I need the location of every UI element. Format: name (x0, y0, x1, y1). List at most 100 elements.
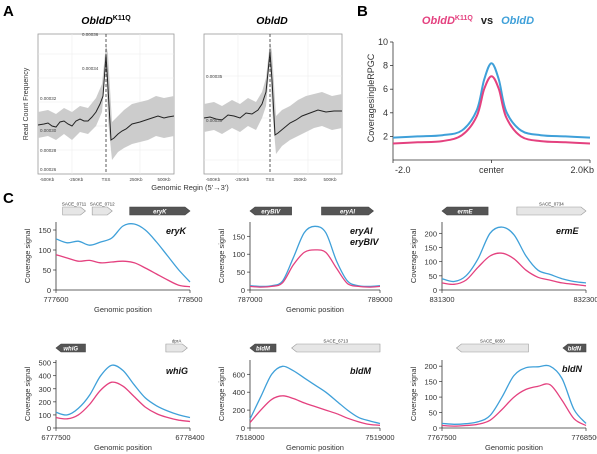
panel-a-plot1-ytick: 0.00028 (40, 148, 57, 153)
panel-c-ytick: 150 (424, 378, 437, 387)
gene-label-SACE_6713: SACE_6713 (323, 339, 348, 344)
panel-a-plot2-xtick: -250Kb (235, 177, 250, 182)
panel-c-ytick: 0 (241, 286, 245, 295)
panel-b-ytick: 10 (378, 37, 388, 47)
panel-c-ytick: 150 (232, 232, 245, 241)
panel-label-c: C (3, 190, 14, 207)
panel-c-xtick: 832300 (573, 295, 597, 304)
panel-a-plot1-xtick: TSS (102, 177, 111, 182)
gene-label-ermE: ermE (458, 210, 474, 216)
panel-a-plot1-ytick: 0.00036 (82, 32, 99, 37)
gene-label-eryK: eryK (153, 210, 167, 216)
panel-c-ytick: 50 (43, 266, 51, 275)
panel-c-xtick: 7768500 (571, 433, 597, 442)
panel-c: SACE_0711 SACE_0712 eryK 0 50 100 150 777600 778… (23, 202, 597, 453)
panel-c-ytick: 100 (38, 246, 51, 255)
panel-c-series-line-1 (249, 365, 381, 425)
gene-label-SACE_6850: SACE_6850 (480, 339, 505, 344)
panel-c-track-ermE: ermE SACE_0734 0 50 100 150 200 831300 832300 Cov… (409, 202, 597, 305)
panel-c-ytick: 150 (424, 244, 437, 253)
panel-c-ylabel: Coverage signal (23, 229, 32, 284)
panel-b: ObldDK11Q vs ObldD 2 4 6 8 10 -2.0 center 2.0Kb C… (366, 15, 594, 175)
panel-a-plot1-ytick: 0.00026 (40, 167, 57, 172)
panel-a-plot1-mean-line (38, 54, 174, 141)
panel-a-ylabel: Read Count Frequency (23, 67, 30, 140)
panel-c-ylabel: Coverage signal (409, 367, 418, 422)
panel-c-series-line-2 (55, 381, 191, 423)
gene-label-SACE_0711: SACE_0711 (62, 202, 87, 207)
gene-arrow-ermE (441, 206, 489, 216)
panel-c-ytick: 200 (424, 229, 437, 238)
panel-c-ytick: 300 (38, 385, 51, 394)
panel-c-series-line-2 (249, 249, 381, 288)
panel-c-track-whiG: whiG dprA 0 100 200 300 400 500 6777500 6778400 Co… (23, 339, 205, 453)
gene-arrow-dprA (165, 343, 188, 353)
panel-a-plot1-xtick: -250Kb (69, 177, 84, 182)
panel-c-series-line-1 (441, 364, 587, 425)
panel-c-series-line-1 (441, 226, 587, 284)
panel-c-ytick: 200 (424, 362, 437, 371)
panel-a-plot1-ytick: 0.00032 (40, 96, 57, 101)
panel-c-ytick: 0 (241, 424, 245, 433)
panel-c-track-label: bldN (562, 364, 582, 374)
panel-a-plot2-xtick: 500Kb (323, 177, 337, 182)
gene-label-SACE_0712: SACE_0712 (90, 202, 115, 207)
panel-a-plot1-ytick: 0.00034 (82, 66, 99, 71)
panel-b-ylabel: CoveragesingleRPGC (366, 53, 376, 142)
panel-c-xtick: 6777500 (41, 433, 70, 442)
gene-arrow-eryK (129, 206, 191, 216)
panel-a-plot2-xtick: -500Kb (206, 177, 221, 182)
panel-c-xtick: 6778400 (175, 433, 204, 442)
gene-arrow-SACE_0734 (516, 206, 587, 216)
gene-arrow-eryBIV (249, 206, 292, 216)
panel-c-xlabel: Genomic position (94, 305, 152, 314)
gene-arrow-SACE_6713 (291, 343, 381, 353)
panel-a-plot1-ci-band (38, 44, 174, 160)
panel-label-b: B (357, 3, 368, 20)
panel-c-xtick: 831300 (429, 295, 454, 304)
panel-c-ylabel: Coverage signal (23, 367, 32, 422)
panel-c-xtick: 7518000 (235, 433, 264, 442)
panel-b-plot: 2 4 6 8 10 -2.0 center 2.0Kb (378, 37, 594, 175)
panel-c-track-label: ermE (556, 226, 580, 236)
panel-b-xtick: 2.0Kb (570, 165, 594, 175)
panel-c-ytick: 100 (424, 258, 437, 267)
panel-c-xlabel: Genomic position (485, 443, 543, 452)
panel-a-plot1-title-sup: K11Q (113, 15, 131, 22)
panel-c-ytick: 50 (429, 272, 437, 281)
panel-c-ytick: 600 (232, 370, 245, 379)
panel-c-xtick: 778500 (177, 295, 202, 304)
panel-b-title: ObldDK11Q vs ObldD (422, 15, 534, 27)
panel-c-track-label: bldM (350, 366, 371, 376)
panel-c-track-bldN: SACE_6850 bldN 0 50 100 150 200 7767500 7768500 C… (409, 339, 597, 453)
panel-b-title-left: ObldDK11Q (422, 15, 473, 27)
panel-a-xlabel: Genomic Regin (5'→3') (151, 183, 229, 192)
panel-c-ytick: 100 (232, 250, 245, 259)
panel-b-ytick: 8 (383, 61, 388, 71)
panel-c-xtick: 789000 (367, 295, 392, 304)
panel-c-ytick: 0 (47, 286, 51, 295)
panel-c-ylabel: Coverage signal (409, 229, 418, 284)
gene-label-eryBIV: eryBIV (261, 210, 281, 216)
panel-a-plot1-xtick: 250Kb (129, 177, 143, 182)
gene-label-eryAI: eryAI (340, 210, 355, 216)
panel-c-xtick: 777600 (43, 295, 68, 304)
panel-c-ytick: 400 (232, 388, 245, 397)
panel-c-track-label: eryAI (350, 226, 373, 236)
panel-c-ytick: 200 (38, 398, 51, 407)
panel-c-series-line-2 (55, 254, 191, 288)
panel-b-ytick: 2 (383, 131, 388, 141)
gene-label-bldM: bldM (256, 347, 271, 353)
panel-a-plot2-title: ObldD (256, 15, 288, 27)
panel-c-series-line-1 (55, 364, 191, 419)
panel-c-ytick: 50 (429, 409, 437, 418)
panel-c-ytick: 400 (38, 372, 51, 381)
panel-c-ytick: 0 (47, 424, 51, 433)
panel-b-title-vs: vs (481, 15, 493, 27)
panel-c-series-line-1 (55, 223, 191, 283)
panel-a-plot1-title-base: ObldD (81, 15, 113, 27)
panel-c-track-eryK: SACE_0711 SACE_0712 eryK 0 50 100 150 777600 778… (23, 202, 203, 315)
panel-b-title-right: ObldD (501, 15, 534, 27)
panel-c-xtick: 7767500 (427, 433, 456, 442)
